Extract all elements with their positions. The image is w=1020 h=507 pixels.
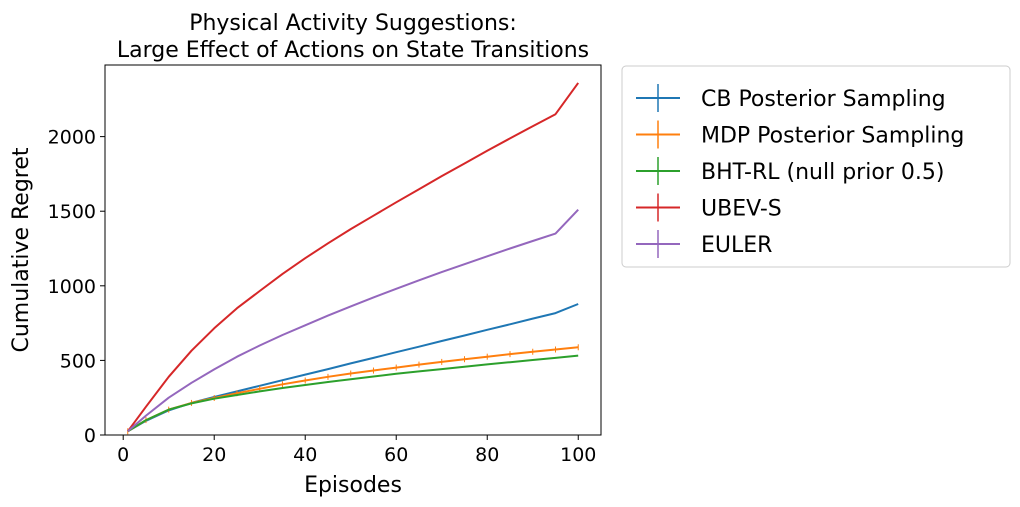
y-tick-label: 0	[84, 425, 96, 447]
chart-title-line-1: Physical Activity Suggestions:	[189, 11, 517, 36]
legend: CB Posterior Sampling MDP Posterior Sampl…	[621, 65, 1011, 268]
y-tick-label: 1500	[48, 201, 96, 223]
legend-label-0: CB Posterior Sampling	[701, 87, 946, 112]
legend-label-3: UBEV-S	[701, 197, 782, 222]
y-axis-label: Cumulative Regret	[9, 147, 34, 352]
x-tick-label: 20	[202, 444, 226, 466]
y-tick-label: 1000	[48, 276, 96, 298]
x-axis-ticks: 0 20 40 60 80 100	[117, 435, 596, 466]
x-tick-label: 60	[384, 444, 408, 466]
series-line-4	[127, 209, 579, 433]
y-tick-label: 2000	[48, 127, 96, 149]
plot-frame	[104, 64, 602, 436]
chart-title-line-2: Large Effect of Actions on State Transit…	[117, 38, 589, 63]
legend-label-4: EULER	[701, 233, 772, 258]
legend-frame	[621, 65, 1011, 268]
x-axis-label: Episodes	[304, 473, 402, 498]
series-line-0	[127, 303, 579, 433]
series-line-1	[127, 346, 579, 433]
x-tick-label: 100	[560, 444, 596, 466]
legend-label-2: BHT-RL (null prior 0.5)	[701, 160, 944, 185]
x-tick-label: 40	[293, 444, 317, 466]
y-axis-ticks: 0 500 1000 1500 2000	[48, 127, 105, 447]
x-tick-label: 0	[117, 444, 129, 466]
series-line-2	[127, 354, 579, 433]
x-tick-label: 80	[475, 444, 499, 466]
legend-label-1: MDP Posterior Sampling	[701, 124, 964, 149]
y-tick-label: 500	[60, 350, 96, 372]
plot-area	[126, 82, 580, 435]
series-line-3	[126, 82, 580, 432]
